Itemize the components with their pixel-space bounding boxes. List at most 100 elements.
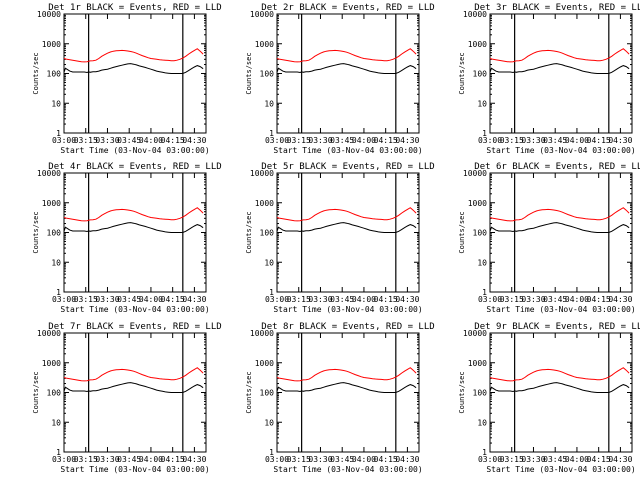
chart-panel: Det 6r BLACK = Events, RED = LLD 1 10 100 10…: [458, 162, 640, 314]
x-tick-label: 04:30: [395, 455, 419, 464]
series-line-events: [63, 382, 204, 393]
x-tick-label: 04:15: [374, 136, 398, 145]
y-tick-label: 10: [51, 258, 61, 267]
y-tick-label: 1: [269, 288, 274, 297]
y-axis-label: Counts/sec: [245, 211, 253, 253]
y-tick-label: 1: [482, 288, 487, 297]
x-tick-label: 04:00: [352, 295, 376, 304]
x-tick-label: 04:30: [608, 455, 632, 464]
y-tick-label: 1000: [468, 40, 487, 49]
plot-frame: [276, 332, 420, 453]
y-tick-label: 1: [482, 448, 487, 457]
x-tick-label: 04:15: [161, 136, 185, 145]
y-tick-label: 10: [264, 99, 274, 108]
x-tick-label: 04:30: [182, 295, 206, 304]
x-tick-label: 03:45: [543, 295, 567, 304]
x-tick-label: 03:00: [52, 455, 76, 464]
y-tick-label: 1: [269, 448, 274, 457]
x-tick-label: 03:00: [265, 136, 289, 145]
plot-frame: [63, 172, 207, 293]
chart-panel: Det 8r BLACK = Events, RED = LLD 1 10 100 10…: [245, 322, 435, 474]
x-tick-label: 03:45: [543, 455, 567, 464]
x-tick-label: 03:15: [287, 455, 311, 464]
x-tick-label: 04:15: [587, 455, 611, 464]
x-tick-label: 04:30: [608, 136, 632, 145]
y-axis-label: Counts/sec: [458, 52, 466, 94]
plot-frame: [489, 332, 633, 453]
x-tick-label: 03:30: [95, 295, 119, 304]
x-tick-label: 04:15: [374, 295, 398, 304]
x-tick-label: 03:00: [265, 295, 289, 304]
x-tick-label: 03:45: [330, 455, 354, 464]
x-tick-label: 03:45: [117, 136, 141, 145]
y-tick-label: 10: [477, 418, 487, 427]
x-tick-label: 04:30: [395, 295, 419, 304]
x-tick-label: 03:30: [95, 136, 119, 145]
y-tick-label: 1000: [255, 199, 274, 208]
x-tick-label: 03:15: [500, 295, 524, 304]
series-line-events: [276, 63, 417, 74]
x-tick-label: 03:15: [500, 455, 524, 464]
y-tick-label: 100: [473, 70, 488, 79]
chart-panel: Det 9r BLACK = Events, RED = LLD 1 10 100 10…: [458, 322, 640, 474]
plot-frame: [276, 13, 420, 134]
x-tick-label: 04:30: [395, 136, 419, 145]
x-tick-label: 03:30: [521, 455, 545, 464]
y-tick-label: 100: [473, 389, 488, 398]
plot-frame: [63, 13, 207, 134]
series-line-lld: [63, 207, 204, 222]
x-tick-label: 03:30: [308, 455, 332, 464]
series-line-lld: [63, 48, 204, 63]
plot-frame: [489, 172, 633, 293]
chart-title: Det 4r BLACK = Events, RED = LLD: [48, 162, 221, 172]
y-tick-label: 10: [477, 258, 487, 267]
y-tick-label: 10000: [250, 169, 274, 178]
chart-panel: Det 3r BLACK = Events, RED = LLD 1 10 100 10…: [458, 3, 640, 155]
x-axis-label: Start Time (03-Nov-04 03:00:00): [486, 305, 635, 314]
chart-title: Det 2r BLACK = Events, RED = LLD: [261, 3, 434, 13]
chart-title: Det 6r BLACK = Events, RED = LLD: [474, 162, 640, 172]
x-tick-label: 03:00: [478, 136, 502, 145]
x-tick-label: 04:00: [139, 455, 163, 464]
x-axis-label: Start Time (03-Nov-04 03:00:00): [486, 465, 635, 474]
series-line-lld: [489, 207, 630, 222]
x-tick-label: 03:30: [308, 295, 332, 304]
y-tick-label: 100: [47, 229, 62, 238]
x-tick-label: 04:15: [161, 455, 185, 464]
y-tick-label: 10000: [463, 169, 487, 178]
chart-title: Det 5r BLACK = Events, RED = LLD: [261, 162, 434, 172]
x-tick-label: 03:00: [52, 136, 76, 145]
x-tick-label: 04:00: [565, 295, 589, 304]
x-tick-label: 03:15: [287, 136, 311, 145]
chart-panel: Det 5r BLACK = Events, RED = LLD 1 10 100 10…: [245, 162, 435, 314]
y-tick-label: 1: [56, 129, 61, 138]
y-tick-label: 1000: [42, 199, 61, 208]
y-axis-label: Counts/sec: [32, 371, 40, 413]
y-tick-label: 10: [264, 258, 274, 267]
y-tick-label: 1: [269, 129, 274, 138]
y-axis-label: Counts/sec: [32, 211, 40, 253]
y-tick-label: 1000: [468, 359, 487, 368]
y-tick-label: 10: [264, 418, 274, 427]
series-line-events: [276, 222, 417, 233]
series-line-events: [489, 63, 630, 74]
y-tick-label: 10000: [37, 329, 61, 338]
x-tick-label: 03:00: [265, 455, 289, 464]
y-tick-label: 1: [482, 129, 487, 138]
chart-title: Det 1r BLACK = Events, RED = LLD: [48, 3, 221, 13]
series-line-lld: [489, 367, 630, 382]
y-axis-label: Counts/sec: [245, 371, 253, 413]
series-line-events: [63, 63, 204, 74]
plot-frame: [489, 13, 633, 134]
x-tick-label: 03:15: [74, 136, 98, 145]
x-tick-label: 04:00: [565, 455, 589, 464]
x-axis-label: Start Time (03-Nov-04 03:00:00): [60, 465, 209, 474]
x-tick-label: 03:00: [478, 455, 502, 464]
y-tick-label: 10000: [463, 329, 487, 338]
plot-frame: [276, 172, 420, 293]
y-tick-label: 10000: [250, 329, 274, 338]
y-axis-label: Counts/sec: [32, 52, 40, 94]
series-line-lld: [276, 367, 417, 382]
x-axis-label: Start Time (03-Nov-04 03:00:00): [60, 146, 209, 155]
